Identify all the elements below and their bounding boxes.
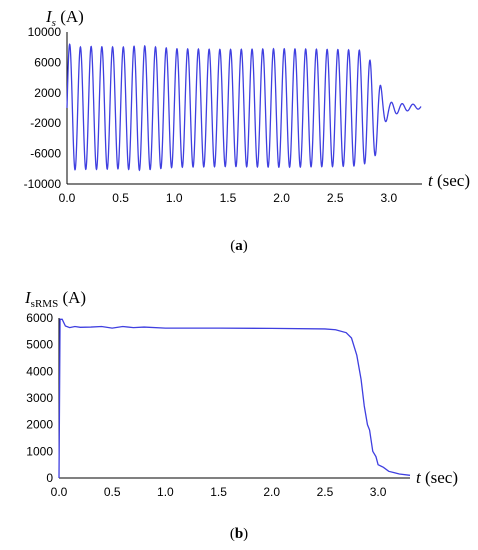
panel-b-y-title-unit: (A) (58, 288, 86, 307)
panel-b: IsRMS (A) t (sec) 6000 5000 4000 3000 2000 10… (24, 288, 458, 542)
panel-b-x-title-main: t (416, 468, 422, 487)
panel-b-caption-close: ) (243, 526, 248, 542)
panel-b-y-title: IsRMS (A) (24, 288, 86, 310)
panel-b-y-tick-label: 5000 (26, 338, 53, 352)
panel-a-caption-close: ) (243, 238, 248, 254)
panel-a-y-title-unit: (A) (56, 7, 84, 26)
panel-a-x-tick-label: 1.5 (220, 191, 237, 205)
panel-b-x-tick-label: 3.0 (370, 485, 387, 499)
panel-a-y-tick-label: 10000 (28, 25, 62, 39)
panel-a-y-tick-label: -10000 (24, 177, 62, 191)
panel-b-y-tick-label: 4000 (26, 364, 53, 378)
panel-a-x-tick-label: 2.5 (327, 191, 344, 205)
panel-b-y-tick-label: 1000 (26, 444, 53, 458)
panel-b-y-ticks: 6000 5000 4000 3000 2000 1000 0 (26, 311, 53, 485)
panel-a-x-title: t (sec) (428, 171, 470, 190)
panel-a-y-tick-label: 2000 (34, 86, 61, 100)
panel-b-x-tick-label: 0.5 (104, 485, 121, 499)
panel-a-caption-open: ( (230, 238, 235, 254)
panel-a-x-tick-label: 2.0 (273, 191, 290, 205)
panel-a-y-tick-label: 6000 (34, 55, 61, 69)
panel-b-y-tick-label: 2000 (26, 418, 53, 432)
panel-b-caption-open: ( (230, 526, 235, 542)
panel-b-y-tick-label: 0 (46, 471, 53, 485)
panel-b-x-tick-label: 1.0 (157, 485, 174, 499)
panel-b-x-tick-label: 2.0 (263, 485, 280, 499)
panel-b-series (58, 318, 411, 479)
panel-a-y-tick-label: -2000 (30, 116, 61, 130)
panel-b-y-title-main: I (24, 288, 32, 307)
panel-b-series-line (58, 318, 411, 479)
panel-a-caption: (a) (230, 238, 248, 254)
panel-b-x-tick-label: 2.5 (317, 485, 334, 499)
panel-b-x-ticks: 0.0 0.5 1.0 1.5 2.0 2.5 3.0 (51, 485, 387, 499)
panel-a-series (66, 43, 422, 172)
panel-a-y-ticks: 10000 6000 2000 -2000 -6000 -10000 (24, 25, 62, 191)
panel-a-x-ticks: 0.0 0.5 1.0 1.5 2.0 2.5 3.0 (59, 191, 398, 205)
panel-b-x-tick-label: 1.5 (210, 485, 227, 499)
panel-b-x-tick-label: 0.0 (51, 485, 68, 499)
panel-a-x-tick-label: 0.5 (112, 191, 129, 205)
panel-a-series-line (66, 43, 422, 172)
panel-b-x-title: t (sec) (416, 468, 458, 487)
panel-a-x-tick-label: 3.0 (380, 191, 397, 205)
panel-b-y-tick-label: 6000 (26, 311, 53, 325)
panel-a: Is (A) t (sec) 10000 6000 2000 -2000 -6000 -1… (24, 7, 470, 254)
panel-a-y-title-sub: s (52, 17, 56, 29)
panel-a-x-title-unit: (sec) (433, 171, 470, 190)
panel-b-y-tick-label: 3000 (26, 391, 53, 405)
panel-a-y-tick-label: -6000 (30, 147, 61, 161)
panel-a-x-tick-label: 1.0 (166, 191, 183, 205)
panel-a-y-title: Is (A) (45, 7, 84, 29)
panel-a-caption-letter: a (235, 238, 243, 254)
panel-b-caption-letter: b (235, 526, 243, 542)
panel-a-x-title-main: t (428, 171, 434, 190)
panel-b-y-title-sub: sRMS (31, 298, 59, 310)
panel-a-x-tick-label: 0.0 (59, 191, 76, 205)
panel-a-y-title-main: I (45, 7, 53, 26)
panel-b-caption: (b) (230, 526, 248, 542)
panel-b-x-title-unit: (sec) (421, 468, 458, 487)
